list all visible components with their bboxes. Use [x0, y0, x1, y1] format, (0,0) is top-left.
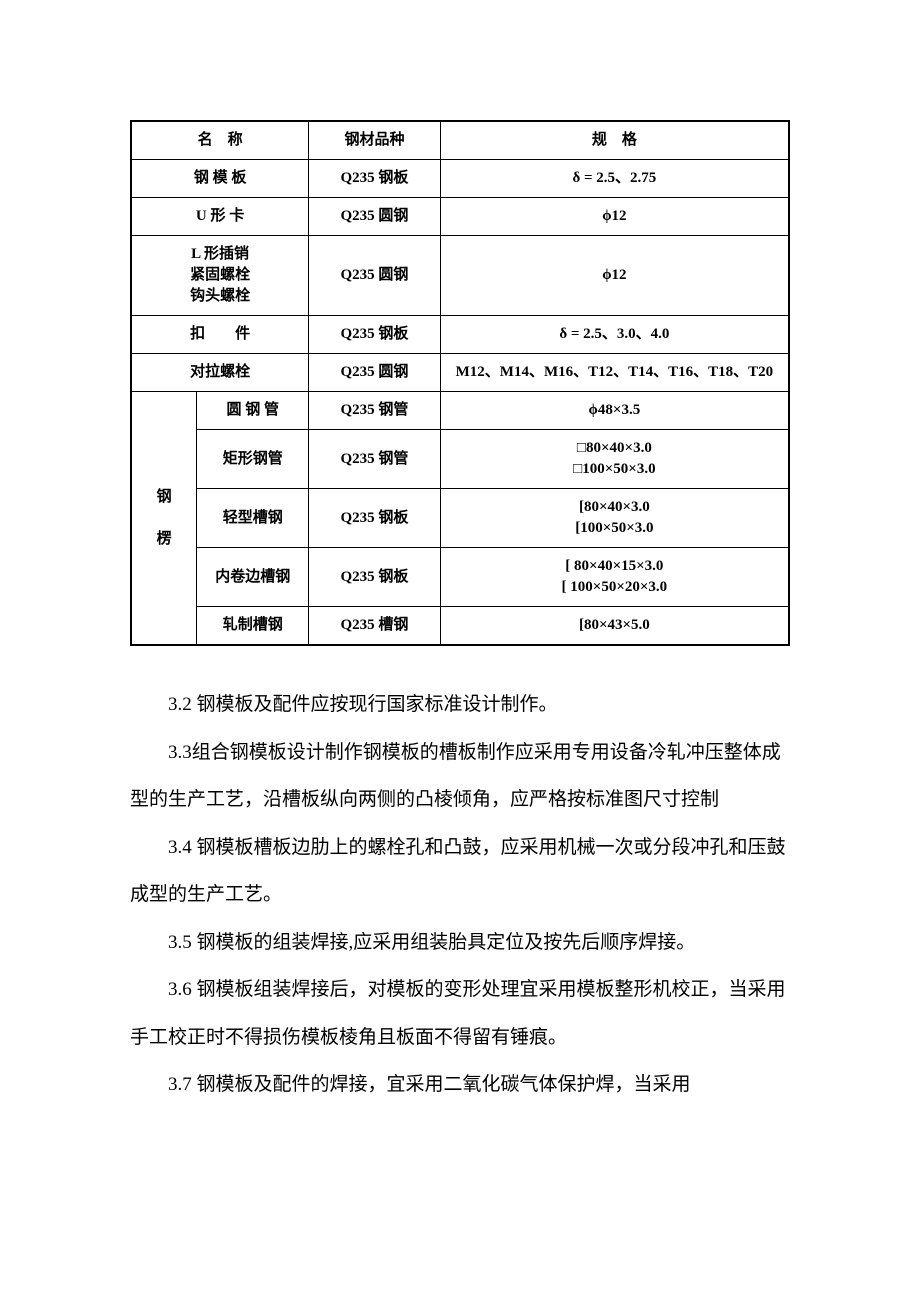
cell-name: 内卷边槽钢 — [197, 548, 309, 607]
cell-name: 钢 模 板 — [131, 160, 309, 198]
cell-spec: M12、M14、M16、T12、T14、T16、T18、T20 — [440, 354, 789, 392]
cell-name: U 形 卡 — [131, 198, 309, 236]
cell-name-line: 紧固螺栓 — [190, 267, 250, 283]
table-row: L 形插销 紧固螺栓 钩头螺栓 Q235 圆钢 ϕ12 — [131, 236, 789, 316]
table-row: 轻型槽钢 Q235 钢板 [80×40×3.0 [100×50×3.0 — [131, 489, 789, 548]
cell-spec: [80×43×5.0 — [440, 607, 789, 646]
cell-spec-line: [ 100×50×20×3.0 — [562, 579, 668, 595]
paragraph: 3.5 钢模板的组装焊接,应采用组装胎具定位及按先后顺序焊接。 — [130, 919, 790, 967]
cell-group-name: 钢楞 — [131, 392, 197, 646]
body-text-section: 3.2 钢模板及配件应按现行国家标准设计制作。 3.3组合钢模板设计制作钢模板的… — [130, 681, 790, 1109]
cell-spec: ϕ12 — [440, 198, 789, 236]
paragraph: 3.4 钢模板槽板边肋上的螺栓孔和凸鼓，应采用机械一次或分段冲孔和压鼓成型的生产… — [130, 824, 790, 919]
cell-spec-line: [80×40×3.0 — [579, 499, 650, 515]
cell-spec-line: □80×40×3.0 — [577, 440, 652, 456]
cell-material: Q235 钢板 — [309, 548, 441, 607]
cell-name: 对拉螺栓 — [131, 354, 309, 392]
table-row: 钢 模 板 Q235 钢板 δ = 2.5、2.75 — [131, 160, 789, 198]
cell-spec-line: □100×50×3.0 — [573, 461, 655, 477]
cell-spec: ϕ12 — [440, 236, 789, 316]
table-row: 矩形钢管 Q235 钢管 □80×40×3.0 □100×50×3.0 — [131, 430, 789, 489]
cell-name-line: 钩头螺栓 — [190, 288, 250, 304]
cell-name-line: L 形插销 — [191, 246, 249, 262]
header-name: 名 称 — [131, 121, 309, 160]
header-spec: 规 格 — [440, 121, 789, 160]
table-row: 对拉螺栓 Q235 圆钢 M12、M14、M16、T12、T14、T16、T18… — [131, 354, 789, 392]
cell-spec: [80×40×3.0 [100×50×3.0 — [440, 489, 789, 548]
cell-material: Q235 圆钢 — [309, 198, 441, 236]
cell-material: Q235 钢板 — [309, 489, 441, 548]
materials-table: 名 称 钢材品种 规 格 钢 模 板 Q235 钢板 δ = 2.5、2.75 … — [130, 120, 790, 646]
cell-spec-line: [100×50×3.0 — [575, 520, 653, 536]
table-header-row: 名 称 钢材品种 规 格 — [131, 121, 789, 160]
cell-spec: □80×40×3.0 □100×50×3.0 — [440, 430, 789, 489]
cell-name: 扣 件 — [131, 316, 309, 354]
table-row: 钢楞 圆 钢 管 Q235 钢管 ϕ48×3.5 — [131, 392, 789, 430]
table-row: 轧制槽钢 Q235 槽钢 [80×43×5.0 — [131, 607, 789, 646]
paragraph: 3.3组合钢模板设计制作钢模板的槽板制作应采用专用设备冷轧冲压整体成型的生产工艺… — [130, 729, 790, 824]
cell-spec: [ 80×40×15×3.0 [ 100×50×20×3.0 — [440, 548, 789, 607]
cell-material: Q235 钢板 — [309, 160, 441, 198]
cell-name: 矩形钢管 — [197, 430, 309, 489]
table-row: 扣 件 Q235 钢板 δ = 2.5、3.0、4.0 — [131, 316, 789, 354]
cell-spec: δ = 2.5、3.0、4.0 — [440, 316, 789, 354]
cell-material: Q235 槽钢 — [309, 607, 441, 646]
cell-material: Q235 钢板 — [309, 316, 441, 354]
cell-name: 轧制槽钢 — [197, 607, 309, 646]
cell-spec-line: [ 80×40×15×3.0 — [565, 558, 663, 574]
cell-name: 圆 钢 管 — [197, 392, 309, 430]
cell-material: Q235 圆钢 — [309, 354, 441, 392]
paragraph: 3.7 钢模板及配件的焊接，宜采用二氧化碳气体保护焊，当采用 — [130, 1061, 790, 1109]
cell-material: Q235 钢管 — [309, 392, 441, 430]
cell-spec: ϕ48×3.5 — [440, 392, 789, 430]
cell-material: Q235 钢管 — [309, 430, 441, 489]
cell-name: 轻型槽钢 — [197, 489, 309, 548]
cell-spec: δ = 2.5、2.75 — [440, 160, 789, 198]
table-row: U 形 卡 Q235 圆钢 ϕ12 — [131, 198, 789, 236]
cell-material: Q235 圆钢 — [309, 236, 441, 316]
table-row: 内卷边槽钢 Q235 钢板 [ 80×40×15×3.0 [ 100×50×20… — [131, 548, 789, 607]
header-material: 钢材品种 — [309, 121, 441, 160]
paragraph: 3.6 钢模板组装焊接后，对模板的变形处理宜采用模板整形机校正，当采用手工校正时… — [130, 966, 790, 1061]
cell-name: L 形插销 紧固螺栓 钩头螺栓 — [131, 236, 309, 316]
paragraph: 3.2 钢模板及配件应按现行国家标准设计制作。 — [130, 681, 790, 729]
